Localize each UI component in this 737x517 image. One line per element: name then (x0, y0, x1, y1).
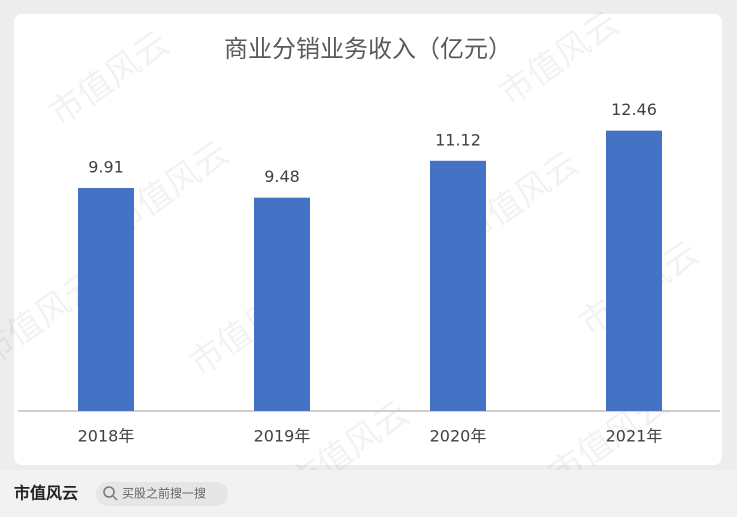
search-placeholder: 买股之前搜一搜 (122, 486, 206, 501)
data-label: 9.48 (264, 167, 300, 186)
bar (606, 130, 662, 411)
x-tick-label: 2020年 (430, 427, 487, 446)
footer-brand: 市值风云 (14, 484, 78, 503)
search-icon (103, 486, 115, 498)
bar (78, 188, 134, 411)
chart-title: 商业分销业务收入（亿元） (224, 35, 512, 63)
search-icon-handle (112, 495, 118, 501)
card (14, 14, 722, 465)
x-tick-label: 2021年 (606, 427, 663, 446)
bar (430, 160, 486, 411)
bar (254, 197, 310, 411)
data-label: 9.91 (88, 158, 124, 177)
data-label: 12.46 (611, 100, 657, 119)
x-tick-label: 2019年 (254, 427, 311, 446)
search-box[interactable] (96, 482, 228, 506)
x-tick-label: 2018年 (78, 427, 135, 446)
data-label: 11.12 (435, 130, 481, 149)
